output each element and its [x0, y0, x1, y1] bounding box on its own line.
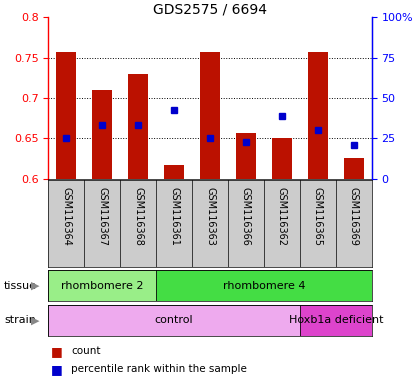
Text: strain: strain [4, 315, 36, 325]
Bar [48, 305, 300, 336]
Bar [300, 305, 372, 336]
Text: tissue: tissue [4, 281, 37, 291]
Bar [156, 270, 372, 301]
Text: GSM116369: GSM116369 [349, 187, 359, 246]
Text: GSM116361: GSM116361 [169, 187, 179, 246]
Bar [200, 52, 220, 179]
Text: rhombomere 4: rhombomere 4 [223, 281, 305, 291]
Bar [48, 270, 156, 301]
Text: ■: ■ [50, 363, 62, 376]
Text: ▶: ▶ [32, 281, 40, 291]
Text: Hoxb1a deficient: Hoxb1a deficient [289, 315, 383, 325]
Text: GSM116362: GSM116362 [277, 187, 287, 247]
Bar [236, 132, 256, 179]
Bar [128, 74, 148, 179]
Bar [92, 90, 112, 179]
Text: GSM116364: GSM116364 [61, 187, 71, 246]
Text: GSM116367: GSM116367 [97, 187, 107, 247]
Text: count: count [71, 346, 101, 356]
Text: ■: ■ [50, 345, 62, 358]
Bar [344, 159, 364, 179]
Text: ▶: ▶ [32, 315, 40, 325]
Text: control: control [155, 315, 193, 325]
Text: GSM116365: GSM116365 [313, 187, 323, 247]
Bar [56, 52, 76, 179]
Text: GSM116366: GSM116366 [241, 187, 251, 246]
Text: rhombomere 2: rhombomere 2 [61, 281, 144, 291]
Bar [164, 165, 184, 179]
Text: GSM116368: GSM116368 [133, 187, 143, 246]
Text: percentile rank within the sample: percentile rank within the sample [71, 364, 247, 374]
Bar [308, 52, 328, 179]
Bar [272, 138, 292, 179]
Title: GDS2575 / 6694: GDS2575 / 6694 [153, 2, 267, 16]
Text: GSM116363: GSM116363 [205, 187, 215, 246]
